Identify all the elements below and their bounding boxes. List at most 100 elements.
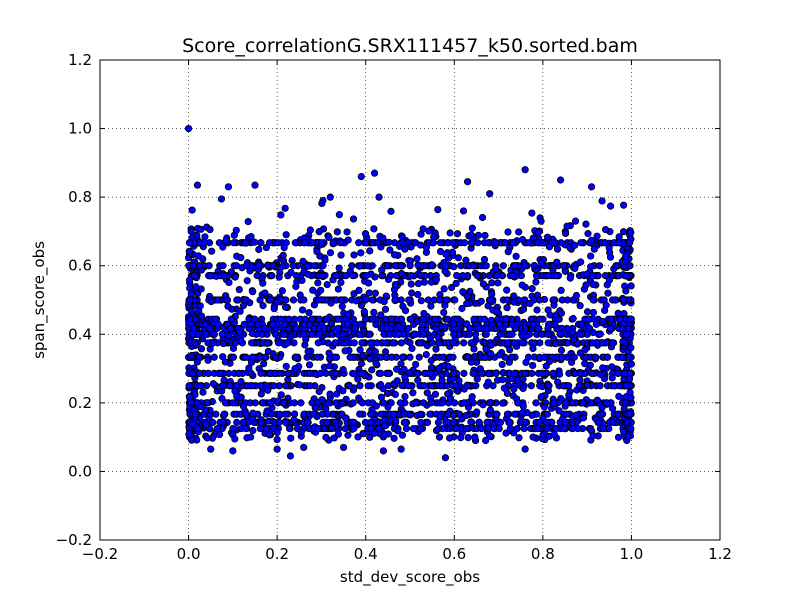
data-point bbox=[622, 272, 630, 280]
y-tick-label: 0.2 bbox=[68, 394, 92, 412]
data-point bbox=[441, 262, 450, 270]
data-point bbox=[305, 309, 313, 317]
data-point bbox=[348, 262, 356, 270]
data-point bbox=[303, 353, 311, 361]
data-point bbox=[339, 330, 347, 338]
data-point bbox=[554, 378, 562, 386]
data-point bbox=[282, 362, 290, 370]
data-point bbox=[569, 314, 577, 323]
data-point bbox=[502, 315, 510, 323]
data-point bbox=[530, 262, 539, 270]
data-point bbox=[450, 330, 458, 338]
data-point bbox=[481, 353, 489, 361]
data-point bbox=[227, 268, 235, 276]
data-point bbox=[272, 353, 280, 361]
data-point bbox=[368, 366, 376, 374]
data-point bbox=[627, 424, 635, 433]
data-point bbox=[393, 377, 401, 385]
data-point bbox=[486, 406, 494, 414]
data-point bbox=[442, 296, 450, 304]
data-point bbox=[544, 330, 552, 338]
data-point bbox=[414, 261, 422, 269]
data-point bbox=[526, 299, 534, 308]
data-point bbox=[499, 399, 507, 407]
data-point bbox=[292, 282, 300, 291]
data-point bbox=[189, 420, 197, 428]
data-point bbox=[417, 297, 425, 305]
data-point bbox=[357, 249, 365, 257]
data-point bbox=[486, 349, 495, 358]
data-point bbox=[532, 272, 541, 280]
data-point bbox=[343, 320, 352, 328]
data-point bbox=[368, 315, 376, 323]
data-point bbox=[257, 239, 265, 247]
data-point bbox=[207, 297, 215, 306]
data-point bbox=[527, 382, 535, 390]
data-point bbox=[620, 310, 628, 318]
data-point bbox=[414, 376, 422, 384]
data-point bbox=[406, 339, 414, 347]
data-point bbox=[618, 353, 627, 361]
data-point bbox=[380, 430, 389, 438]
data-point bbox=[303, 418, 312, 426]
data-point bbox=[589, 280, 597, 289]
data-point bbox=[529, 320, 537, 328]
data-point bbox=[581, 346, 589, 354]
data-point bbox=[215, 430, 224, 439]
data-point bbox=[505, 358, 513, 366]
data-point bbox=[323, 418, 331, 426]
data-point bbox=[209, 339, 217, 347]
data-point bbox=[308, 239, 316, 247]
data-point bbox=[185, 276, 194, 284]
data-point bbox=[370, 225, 378, 233]
data-point bbox=[419, 399, 428, 407]
data-point bbox=[510, 292, 518, 300]
data-point bbox=[608, 363, 616, 371]
data-point bbox=[189, 330, 197, 338]
data-point bbox=[290, 416, 298, 424]
data-point bbox=[463, 300, 471, 308]
data-point bbox=[285, 315, 293, 323]
data-point bbox=[337, 296, 345, 304]
data-point bbox=[518, 281, 526, 289]
data-point bbox=[289, 296, 298, 304]
data-point bbox=[446, 229, 454, 237]
data-point bbox=[589, 328, 597, 337]
data-point bbox=[367, 424, 375, 433]
data-point bbox=[521, 369, 529, 377]
data-point bbox=[576, 369, 585, 377]
data-point bbox=[392, 416, 400, 425]
data-point bbox=[589, 308, 598, 317]
data-point bbox=[334, 285, 342, 293]
data-point bbox=[326, 362, 334, 370]
data-point bbox=[519, 305, 528, 313]
data-point bbox=[597, 370, 605, 379]
data-point bbox=[242, 262, 250, 270]
data-point bbox=[627, 282, 635, 290]
data-point bbox=[449, 411, 457, 420]
data-point bbox=[334, 430, 343, 438]
data-point bbox=[357, 262, 365, 270]
data-point bbox=[224, 332, 233, 340]
data-point bbox=[408, 289, 416, 297]
data-point bbox=[589, 339, 597, 347]
data-point bbox=[377, 369, 385, 377]
data-point bbox=[315, 387, 323, 396]
data-point bbox=[391, 251, 399, 259]
data-point bbox=[274, 339, 283, 347]
data-point bbox=[247, 369, 255, 377]
data-point bbox=[551, 340, 560, 348]
data-point bbox=[257, 369, 265, 377]
data-point bbox=[521, 418, 529, 426]
data-point bbox=[339, 387, 347, 395]
data-point bbox=[291, 239, 299, 247]
data-point bbox=[477, 424, 486, 433]
data-point bbox=[326, 390, 334, 398]
data-point bbox=[503, 296, 511, 304]
data-point bbox=[291, 365, 299, 373]
data-point bbox=[206, 324, 214, 333]
data-point bbox=[213, 424, 221, 433]
data-point bbox=[337, 278, 345, 287]
data-point bbox=[423, 418, 432, 426]
data-point bbox=[518, 339, 526, 347]
